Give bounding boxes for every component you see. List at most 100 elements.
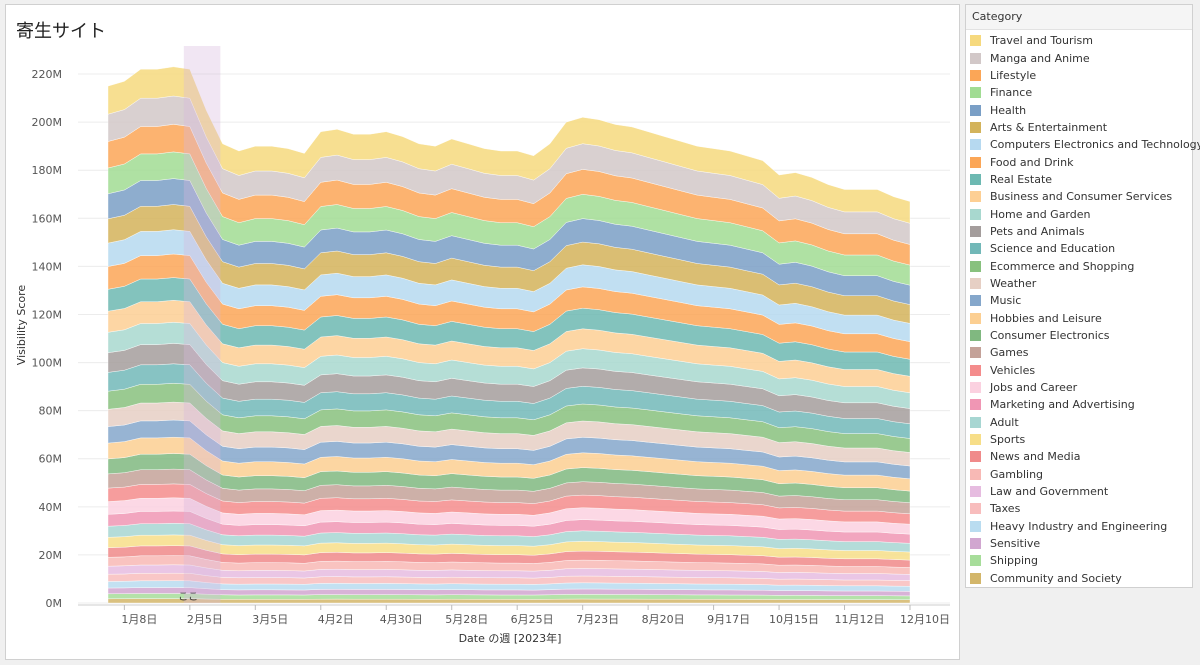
legend-label: Consumer Electronics [990,329,1110,343]
legend-item[interactable]: Pets and Animals [966,223,1192,240]
legend-label: Manga and Anime [990,51,1090,65]
legend-item[interactable]: Sports [966,431,1192,448]
y-tick-label: 60M [39,453,63,466]
legend-swatch [970,52,981,64]
y-tick-label: 20M [39,549,63,562]
category-legend[interactable]: Category Travel and Tourism Manga and Ani… [965,4,1200,588]
legend-label: Law and Government [990,485,1109,499]
legend-label: Games [990,346,1029,360]
x-tick-label: 6月25日 [511,613,554,626]
legend-swatch [970,538,981,550]
x-tick-label: 8月20日 [642,613,685,626]
legend-label: News and Media [990,450,1081,464]
legend-item[interactable]: Arts & Entertainment [966,119,1192,136]
legend-label: Community and Society [990,571,1122,585]
x-tick-label: 7月23日 [576,613,619,626]
legend-label: Food and Drink [990,155,1074,169]
x-tick-label: 1月8日 [121,613,157,626]
area-layers [107,66,911,604]
y-tick-label: 220M [32,68,63,81]
legend-label: Gambling [990,467,1044,481]
legend-item[interactable]: Jobs and Career [966,379,1192,396]
legend-swatch [970,104,981,116]
legend-swatch [970,69,981,81]
x-tick-label: 4月30日 [380,613,423,626]
legend-swatch [970,173,981,185]
legend-swatch [970,416,981,428]
x-tick-label: 4月2日 [318,613,354,626]
legend-swatch [970,572,981,584]
legend-swatch [970,382,981,394]
legend-swatch [970,486,981,498]
y-tick-label: 140M [32,260,63,273]
legend-swatch [970,87,981,99]
legend-item[interactable]: Consumer Electronics [966,327,1192,344]
legend-item[interactable]: Games [966,344,1192,361]
x-tick-label: 3月5日 [252,613,288,626]
legend-swatch [970,347,981,359]
legend-item[interactable]: Weather [966,275,1192,292]
legend-item[interactable]: Vehicles [966,362,1192,379]
legend-item[interactable]: News and Media [966,448,1192,465]
y-axis-title: Visibility Score [15,285,28,366]
legend-item[interactable]: Home and Garden [966,205,1192,222]
legend-item[interactable]: Music [966,292,1192,309]
legend-item[interactable]: Community and Society [966,570,1192,587]
legend-swatch [970,520,981,532]
legend-item[interactable]: Finance [966,84,1192,101]
legend-swatch [970,208,981,220]
legend-swatch [970,434,981,446]
legend-item[interactable]: Heavy Industry and Engineering [966,518,1192,535]
legend-swatch [970,330,981,342]
legend-label: Home and Garden [990,207,1091,221]
legend-label: Jobs and Career [990,381,1078,395]
legend-item[interactable]: Gambling [966,466,1192,483]
y-tick-label: 200M [32,116,63,129]
legend-label: Taxes [990,502,1021,516]
legend-item[interactable]: Lifestyle [966,67,1192,84]
area-series-0 [107,66,911,224]
highlight-label: ここ [178,592,198,603]
legend-item[interactable]: Shipping [966,552,1192,569]
legend-item[interactable]: Sensitive [966,535,1192,552]
legend-label: Weather [990,276,1037,290]
x-tick-label: 9月17日 [707,613,750,626]
legend-swatch [970,35,981,47]
legend-swatch [970,277,981,289]
legend-item[interactable]: Adult [966,414,1192,431]
legend-item[interactable]: Science and Education [966,240,1192,257]
legend-label: Arts & Entertainment [990,120,1108,134]
legend-label: Marketing and Advertising [990,398,1135,412]
legend-item[interactable]: Hobbies and Leisure [966,310,1192,327]
legend-item[interactable]: Food and Drink [966,153,1192,170]
legend-item[interactable]: Ecommerce and Shopping [966,257,1192,274]
legend-label: Adult [990,415,1019,429]
legend-swatch [970,156,981,168]
legend-item[interactable]: Health [966,101,1192,118]
legend-item[interactable]: Manga and Anime [966,49,1192,66]
legend-item[interactable]: Business and Consumer Services [966,188,1192,205]
legend-label: Travel and Tourism [990,34,1093,48]
legend-label: Lifestyle [990,68,1037,82]
legend-item[interactable]: Marketing and Advertising [966,396,1192,413]
x-tick-label: 2月5日 [187,613,223,626]
legend-swatch [970,191,981,203]
y-tick-label: 40M [39,501,63,514]
legend-swatch [970,295,981,307]
legend-item[interactable]: Taxes [966,500,1192,517]
legend-list: Travel and Tourism Manga and Anime Lifesty… [966,30,1200,587]
legend-swatch [970,312,981,324]
legend-swatch [970,243,981,255]
x-tick-label: 5月28日 [445,613,488,626]
legend-item[interactable]: Computers Electronics and Technology [966,136,1200,153]
legend-swatch [970,260,981,272]
legend-item[interactable]: Law and Government [966,483,1192,500]
legend-item[interactable]: Travel and Tourism [966,32,1192,49]
y-tick-label: 0M [46,597,63,610]
legend-label: Vehicles [990,363,1036,377]
stacked-area-chart: 0M 20M 40M 60M 80M 100M 120M 140M 160M 180M 200M 22… [15,46,950,645]
legend-swatch [970,364,981,376]
legend-item[interactable]: Real Estate [966,171,1192,188]
x-tick-label: 12月10日 [900,613,950,626]
legend-label: Science and Education [990,242,1116,256]
